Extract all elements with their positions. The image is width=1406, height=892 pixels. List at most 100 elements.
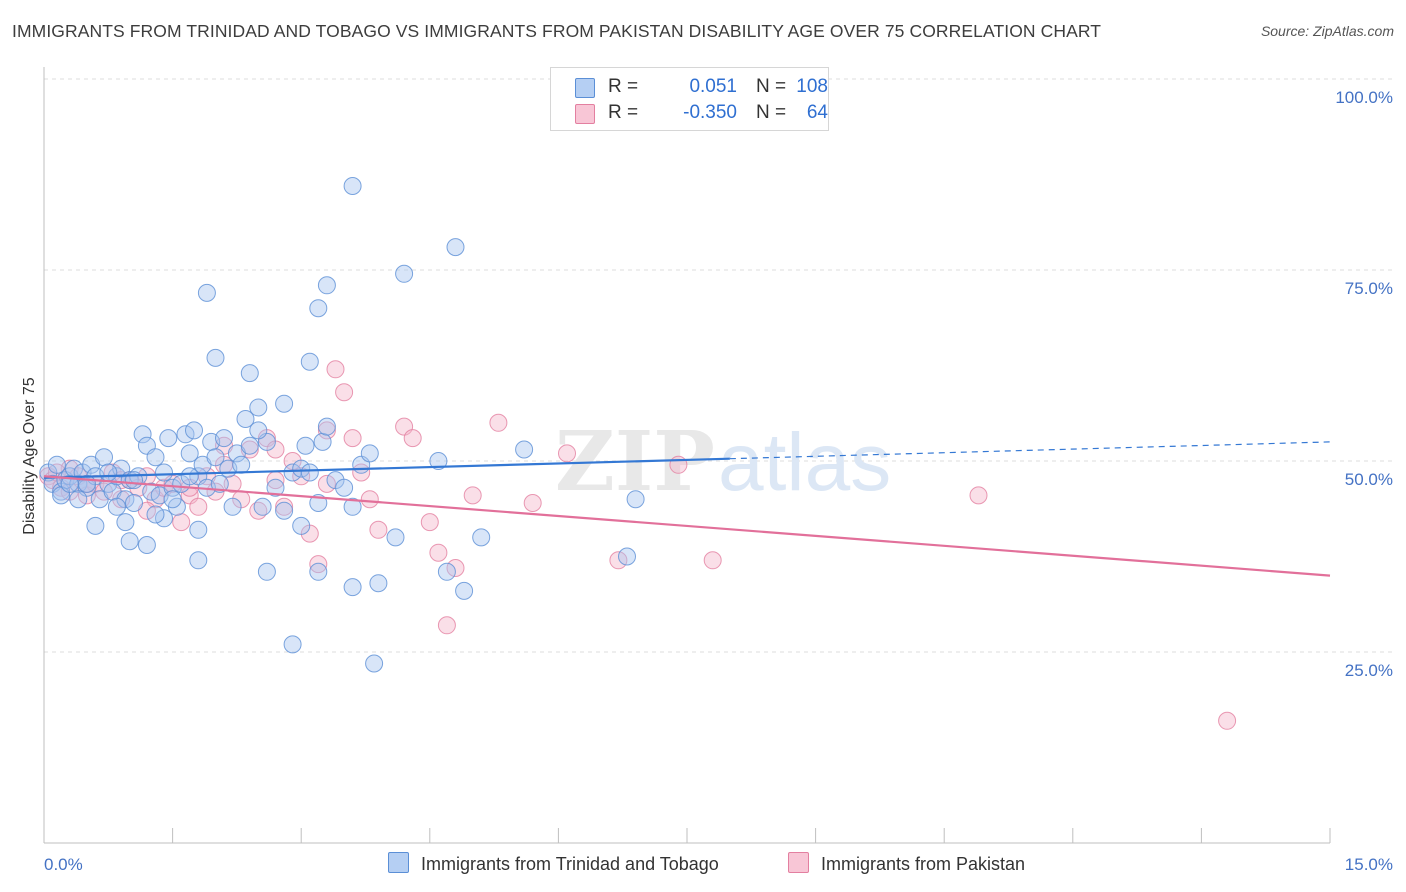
bottom-legend-label: Immigrants from Trinidad and Tobago — [421, 854, 719, 874]
trinidad-point — [223, 497, 242, 516]
pakistan-point — [489, 413, 508, 432]
trinidad-point — [215, 429, 233, 448]
trinidad-point — [472, 528, 491, 547]
trinidad-point — [116, 513, 135, 532]
trinidad-point — [240, 364, 259, 383]
trinidad-point — [429, 452, 448, 470]
pakistan-point — [558, 444, 576, 463]
trinidad-point — [300, 463, 319, 482]
x-tick-left: 0.0% — [44, 855, 83, 874]
trinidad-point — [142, 482, 161, 501]
trinidad-point — [206, 448, 225, 467]
legend-n-label: N = — [756, 76, 787, 97]
source-credit: Source: ZipAtlas.com — [1260, 23, 1394, 39]
trinidad-point — [146, 448, 165, 467]
trinidad-point — [133, 425, 152, 444]
trinidad-point — [120, 532, 139, 551]
trinidad-point — [313, 432, 332, 451]
trinidad-point — [107, 497, 126, 516]
trinidad-point — [99, 463, 118, 482]
pakistan-point — [343, 429, 362, 448]
trinidad-point — [77, 474, 96, 493]
bottom-legend-label: Immigrants from Pakistan — [821, 854, 1026, 874]
legend-r-value: 0.051 — [689, 76, 737, 97]
trinidad-point — [146, 505, 165, 524]
trinidad-point — [253, 497, 272, 516]
pakistan-point — [429, 543, 448, 562]
pakistan-point — [292, 467, 311, 486]
trinidad-point — [626, 490, 645, 509]
trinidad-point — [296, 436, 315, 455]
trinidad-point — [137, 536, 156, 554]
bottom-legend-swatch-pink — [788, 852, 809, 873]
pakistan-point — [317, 421, 336, 440]
trinidad-point — [95, 448, 113, 467]
y-axis-label: Disability Age Over 75 — [21, 377, 38, 535]
trinidad-point — [275, 501, 294, 520]
trinidad-point — [335, 478, 354, 497]
pakistan-point — [360, 490, 379, 509]
legend-r-label: R = — [608, 76, 639, 97]
trinidad-point — [343, 578, 362, 597]
pakistan-point — [669, 455, 688, 474]
trinidad-point — [437, 562, 456, 581]
trinidad-point — [206, 348, 225, 367]
legend-n-label: N = — [756, 102, 787, 123]
trinidad-point — [292, 459, 311, 478]
trinidad-point — [369, 574, 388, 593]
pakistan-point — [326, 360, 345, 379]
trinidad-trend-line — [43, 457, 730, 479]
pakistan-trend-line — [43, 475, 1331, 577]
y-tick-label: 25.0% — [1345, 661, 1393, 680]
trinidad-point — [176, 425, 195, 444]
trinidad-point — [395, 264, 414, 283]
trinidad-point — [455, 581, 474, 600]
trinidad-point — [86, 516, 105, 535]
pakistan-point — [309, 555, 328, 574]
trinidad-point — [257, 562, 276, 581]
trinidad-trend-extension — [729, 441, 1331, 460]
series-trinidad-points — [39, 177, 645, 673]
legend-n-value: 108 — [796, 76, 828, 97]
trinidad-point — [125, 494, 143, 512]
pakistan-point — [403, 429, 422, 448]
trinidad-point — [189, 520, 208, 539]
pakistan-point — [609, 551, 628, 570]
legend-swatch-pink — [575, 104, 595, 124]
pakistan-point — [969, 486, 988, 505]
trinidad-point — [446, 238, 465, 257]
trinidad-point — [180, 444, 199, 463]
trinidad-point — [180, 467, 199, 486]
trinidad-point — [317, 276, 336, 295]
trinidad-point — [365, 654, 384, 673]
y-tick-label: 50.0% — [1345, 470, 1393, 489]
pakistan-point — [446, 559, 465, 577]
pakistan-point — [523, 494, 542, 512]
trinidad-point — [283, 635, 302, 654]
chart-title: IMMIGRANTS FROM TRINIDAD AND TOBAGO VS I… — [12, 21, 1102, 41]
pakistan-point — [703, 551, 722, 570]
pakistan-point — [369, 520, 388, 539]
y-tick-label: 100.0% — [1335, 88, 1393, 107]
pakistan-point — [317, 474, 336, 493]
correlation-legend: R = 0.051 N = 108 R = -0.350 N = 64 — [550, 67, 829, 131]
trinidad-point — [343, 497, 362, 516]
trinidad-point — [155, 509, 173, 528]
x-tick-right: 15.0% — [1345, 855, 1393, 874]
trinidad-point — [309, 299, 328, 318]
pakistan-point — [1218, 711, 1237, 730]
trinidad-point — [236, 410, 255, 428]
legend-n-value: 64 — [806, 102, 828, 123]
trinidad-point — [155, 463, 173, 482]
pakistan-point — [275, 497, 294, 516]
trinidad-point — [275, 394, 294, 413]
trinidad-point — [249, 421, 268, 440]
pakistan-point — [437, 616, 456, 635]
bottom-legend-swatch-blue — [388, 852, 409, 873]
trinidad-point — [343, 177, 362, 195]
y-tick-labels: 100.0% 75.0% 50.0% 25.0% — [1335, 88, 1393, 680]
axes — [43, 67, 1331, 844]
trinidad-point — [210, 474, 229, 493]
trinidad-point — [249, 398, 268, 417]
